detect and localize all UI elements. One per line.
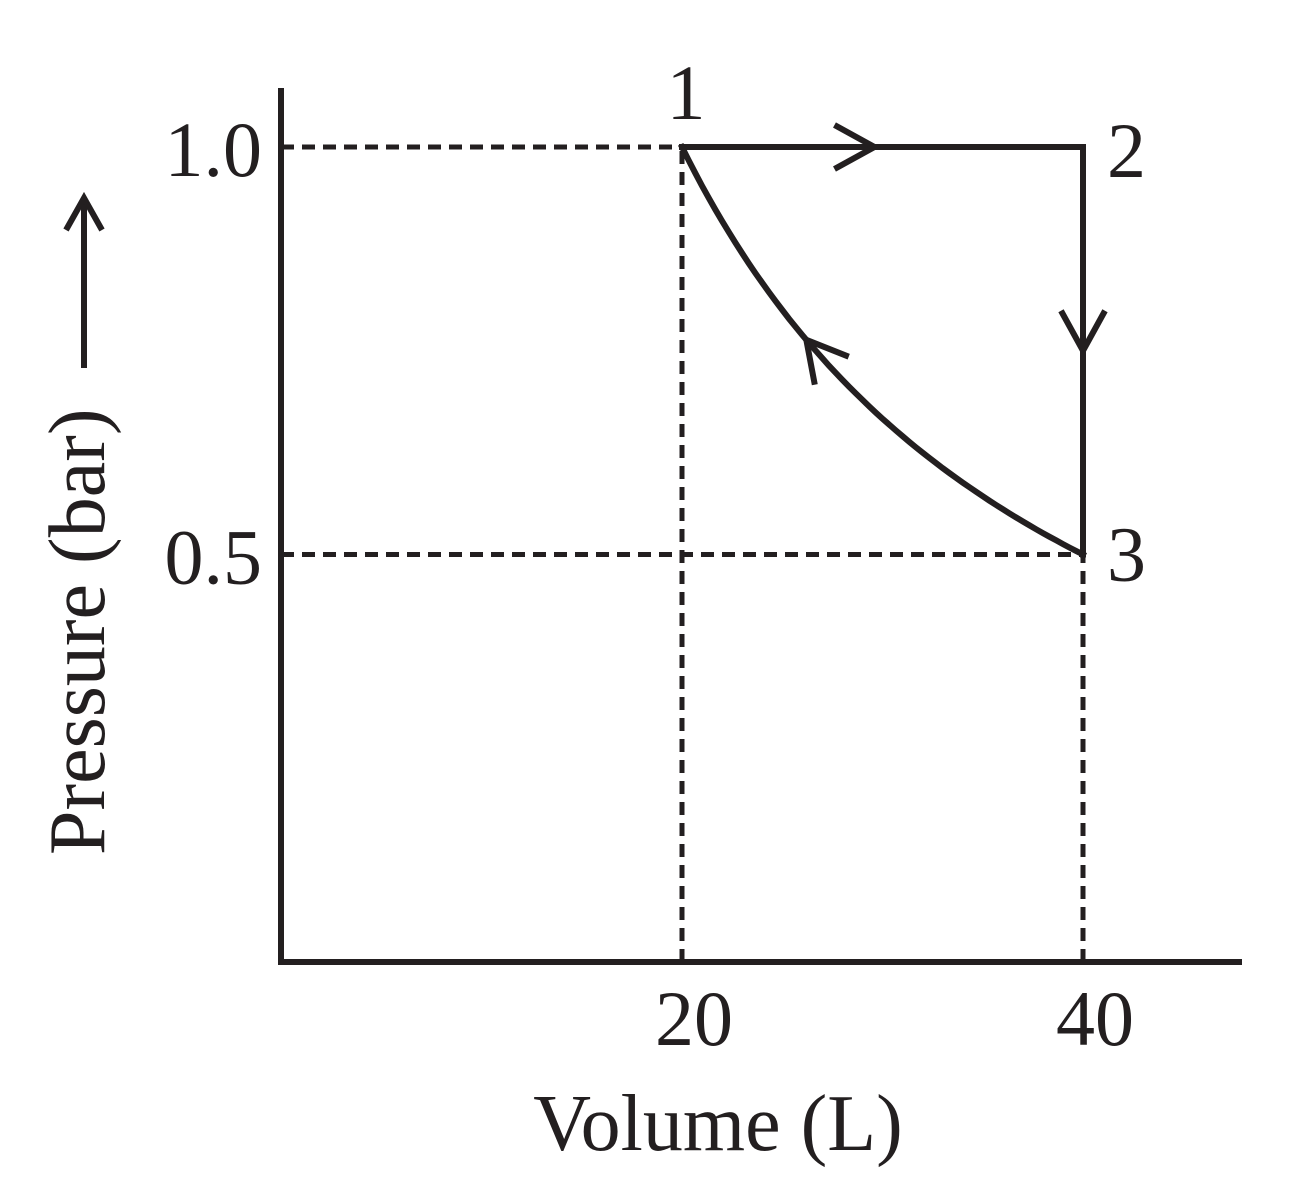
segment-3-1 (677, 142, 1088, 559)
y-axis-arrow-head (63, 191, 105, 232)
x-tick-label-20: 20 (655, 975, 733, 1062)
y-axis-arrow-icon: ⟶ (63, 191, 105, 368)
cycle-path (677, 122, 1108, 559)
arrow-3-1 (802, 335, 850, 386)
y-tick-label-0.5: 0.5 (165, 514, 263, 601)
point-label-2: 2 (1107, 107, 1146, 194)
point-label-3: 3 (1107, 511, 1146, 598)
arrow-1-2 (833, 122, 881, 172)
x-tick-labels: 20 40 (655, 975, 1134, 1062)
point-labels: 1 2 3 (667, 49, 1147, 598)
dashed-guides (281, 144, 1086, 962)
y-axis-title-group: Pressure (bar) (34, 409, 122, 855)
axes (278, 88, 1242, 965)
x-axis-title: Volume (L) (533, 1080, 903, 1168)
arrow-2-3 (1058, 309, 1108, 357)
y-axis-title-text: Pressure (bar) (34, 409, 122, 855)
point-label-1: 1 (667, 49, 706, 136)
y-tick-labels: 1.0 0.5 (165, 106, 263, 601)
y-axis-title: Pressure (bar) (34, 409, 122, 855)
y-tick-label-1.0: 1.0 (165, 106, 263, 193)
x-tick-label-40: 40 (1056, 975, 1134, 1062)
